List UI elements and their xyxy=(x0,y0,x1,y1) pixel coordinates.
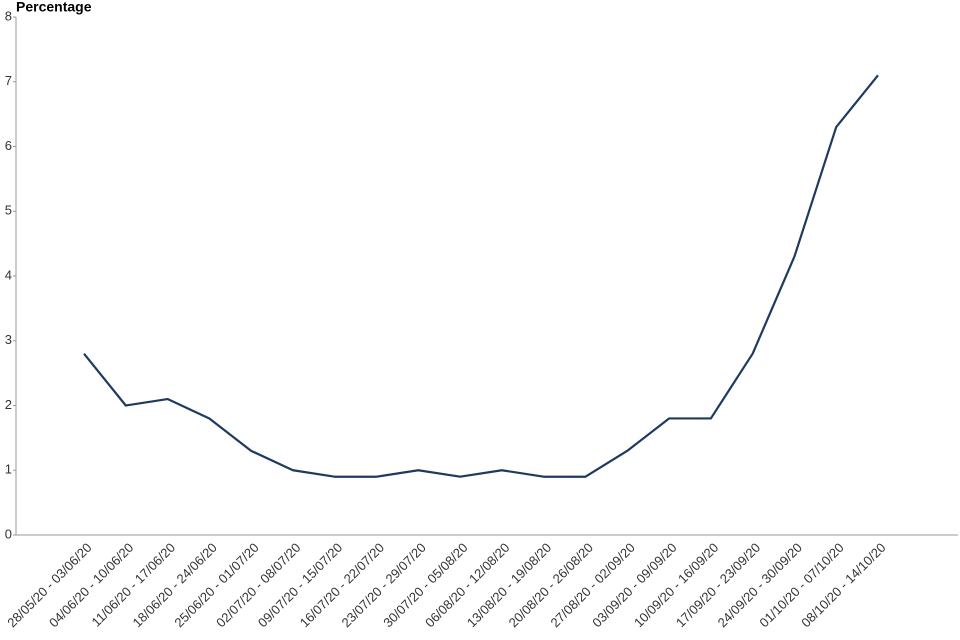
y-axis-title: Percentage xyxy=(16,0,92,15)
y-tick-label: 6 xyxy=(5,138,12,153)
y-tick-label: 4 xyxy=(5,267,12,282)
y-tick-label: 3 xyxy=(5,332,12,347)
data-line xyxy=(83,74,879,478)
y-tick-label: 2 xyxy=(5,397,12,412)
y-tick-label: 7 xyxy=(5,73,12,88)
y-tick-label: 1 xyxy=(5,462,12,477)
y-tick-label: 8 xyxy=(5,8,12,23)
y-tick-label: 0 xyxy=(5,526,12,541)
y-tick-label: 5 xyxy=(5,203,12,218)
